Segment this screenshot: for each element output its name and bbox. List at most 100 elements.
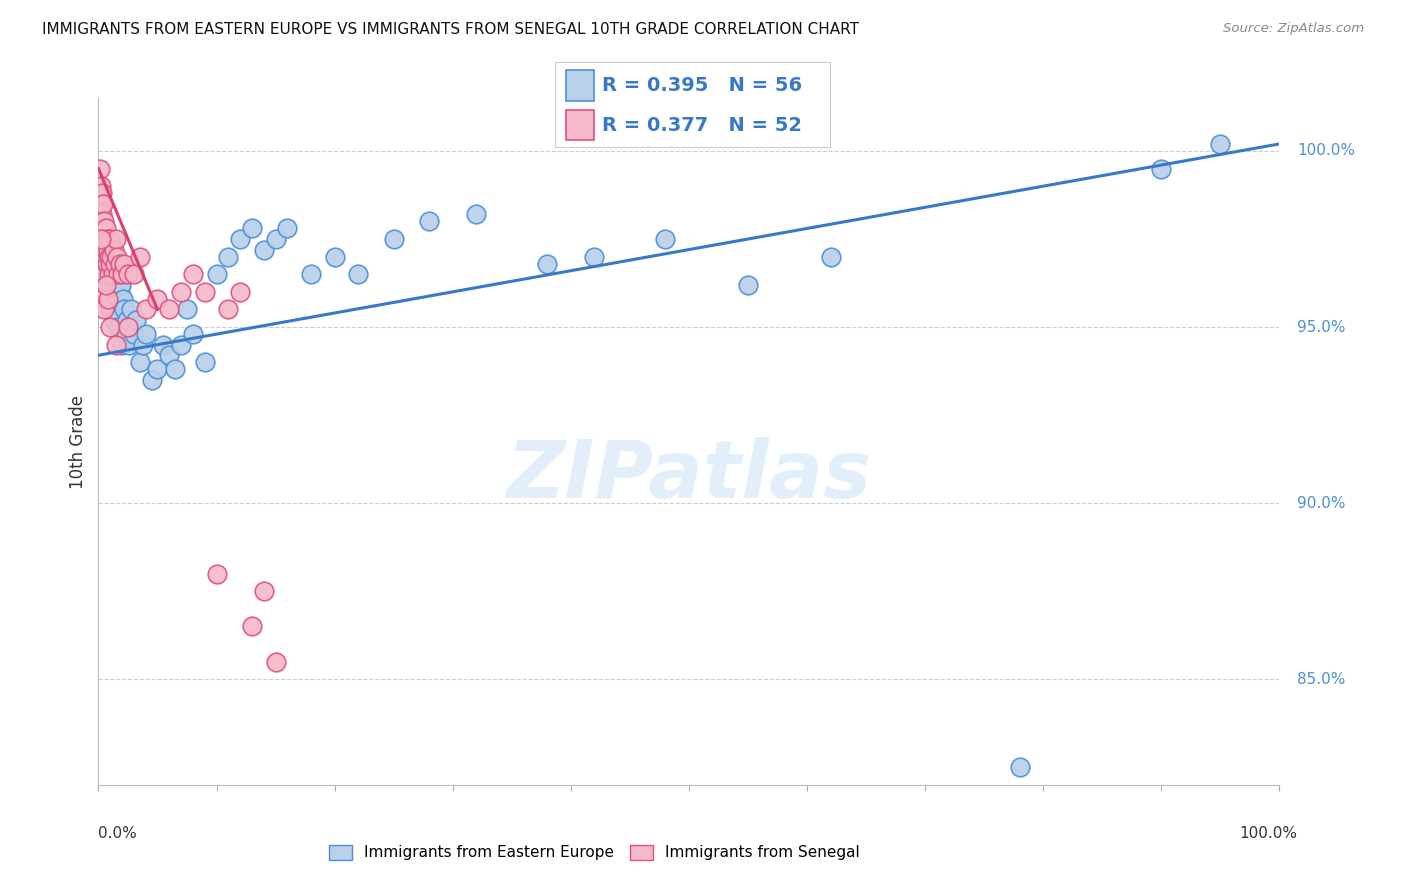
Point <box>97 232 120 246</box>
Point <box>91 221 114 235</box>
Point <box>253 243 276 257</box>
Point <box>737 277 759 292</box>
Point <box>152 337 174 351</box>
Text: R = 0.395   N = 56: R = 0.395 N = 56 <box>602 76 801 95</box>
Text: 90.0%: 90.0% <box>1298 496 1346 511</box>
Point <box>100 285 122 299</box>
Point <box>128 355 150 369</box>
Point <box>103 313 125 327</box>
Text: 100.0%: 100.0% <box>1239 826 1298 841</box>
Point <box>94 221 117 235</box>
Point <box>105 257 128 271</box>
Point <box>146 292 169 306</box>
Point <box>229 232 252 246</box>
Text: ZIPatlas: ZIPatlas <box>506 437 872 515</box>
Point <box>111 267 134 281</box>
Point <box>194 355 217 369</box>
Point <box>91 207 114 221</box>
Point <box>110 277 132 292</box>
Point <box>93 267 115 281</box>
Text: 85.0%: 85.0% <box>1298 672 1346 687</box>
FancyBboxPatch shape <box>567 110 593 140</box>
Text: 95.0%: 95.0% <box>1298 319 1346 334</box>
Point <box>347 267 370 281</box>
Point <box>654 232 676 246</box>
Point <box>121 302 143 317</box>
Point <box>382 232 405 246</box>
Point <box>264 232 287 246</box>
Point <box>276 221 298 235</box>
Point <box>98 257 121 271</box>
Point <box>98 302 121 317</box>
Point <box>205 267 228 281</box>
Point <box>91 292 114 306</box>
Point <box>107 320 129 334</box>
Point <box>114 327 136 342</box>
Point <box>122 327 145 342</box>
Point <box>97 243 120 257</box>
Point <box>1209 136 1232 151</box>
Point <box>91 186 114 201</box>
Point <box>115 313 138 327</box>
Point <box>104 277 127 292</box>
Point <box>101 267 124 281</box>
Point <box>100 250 122 264</box>
Point <box>117 320 139 334</box>
Point <box>96 277 118 292</box>
Point <box>1008 760 1031 774</box>
Point <box>240 221 263 235</box>
Point <box>418 214 440 228</box>
Point <box>93 232 115 246</box>
Point <box>98 267 121 281</box>
Text: Source: ZipAtlas.com: Source: ZipAtlas.com <box>1223 22 1364 36</box>
Text: R = 0.377   N = 52: R = 0.377 N = 52 <box>602 116 801 135</box>
Point <box>141 373 163 387</box>
Point <box>1150 161 1173 176</box>
Point <box>96 232 118 246</box>
Point <box>98 250 121 264</box>
Text: IMMIGRANTS FROM EASTERN EUROPE VS IMMIGRANTS FROM SENEGAL 10TH GRADE CORRELATION: IMMIGRANTS FROM EASTERN EUROPE VS IMMIGR… <box>42 22 859 37</box>
Point <box>135 327 157 342</box>
Point <box>105 232 128 246</box>
Point <box>90 179 112 194</box>
Point <box>111 337 134 351</box>
Point <box>98 232 121 246</box>
Point <box>135 302 157 317</box>
Point <box>104 257 127 271</box>
Point <box>98 320 121 334</box>
Point <box>122 267 145 281</box>
Point <box>91 285 114 299</box>
Point <box>194 285 217 299</box>
Point <box>229 285 252 299</box>
Point <box>112 292 135 306</box>
Point <box>107 267 129 281</box>
Point <box>253 584 276 599</box>
Point <box>112 302 135 317</box>
Point <box>101 267 124 281</box>
Point <box>118 337 141 351</box>
Point <box>91 196 114 211</box>
Point <box>170 285 193 299</box>
Point <box>157 302 180 317</box>
Point <box>105 292 128 306</box>
Point <box>89 161 111 176</box>
Point <box>90 232 112 246</box>
Text: 100.0%: 100.0% <box>1298 144 1355 159</box>
Point <box>146 362 169 376</box>
Point <box>94 277 117 292</box>
Point <box>97 292 120 306</box>
Point <box>105 250 128 264</box>
Point <box>96 257 118 271</box>
Point <box>205 566 228 581</box>
Y-axis label: 10th Grade: 10th Grade <box>69 394 87 489</box>
Point <box>176 302 198 317</box>
Point <box>128 250 150 264</box>
Point <box>820 250 842 264</box>
Point <box>108 285 131 299</box>
Point <box>93 214 115 228</box>
Point <box>299 267 322 281</box>
Point <box>181 267 204 281</box>
Point <box>157 348 180 362</box>
Point <box>217 302 239 317</box>
Point <box>170 337 193 351</box>
